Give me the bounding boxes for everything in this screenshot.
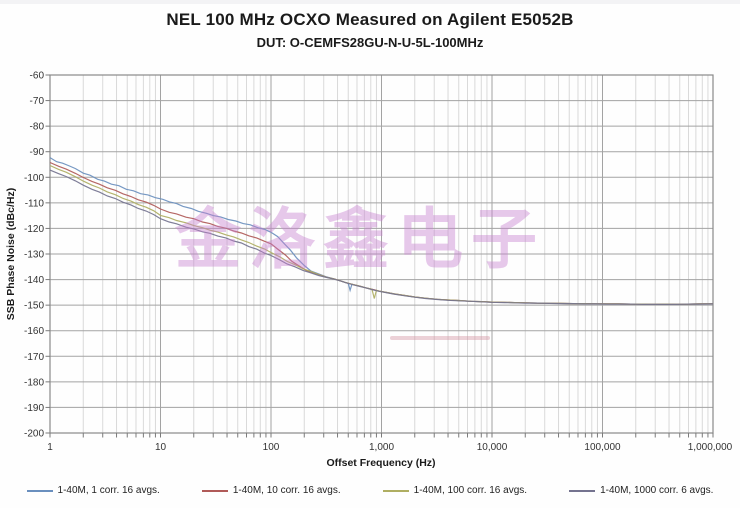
y-tick-label: -160 <box>24 326 44 337</box>
y-tick-label: -110 <box>25 198 45 209</box>
y-tick-label: -190 <box>24 403 44 414</box>
legend-item-1: 1-40M, 1 corr. 16 avgs. <box>26 485 160 496</box>
legend-label: 1-40M, 1 corr. 16 avgs. <box>57 485 160 496</box>
x-tick-label: 10,000 <box>477 442 508 453</box>
x-axis-title: Offset Frequency (Hz) <box>326 457 435 469</box>
y-tick-label: -170 <box>24 352 44 363</box>
legend-marker-purple <box>569 489 596 492</box>
axis-ticks <box>45 74 714 438</box>
watermark-artifact <box>390 336 490 340</box>
chart-legend: 1-40M, 1 corr. 16 avgs. 1-40M, 10 corr. … <box>0 485 740 496</box>
y-tick-label: -140 <box>24 275 44 286</box>
y-tick-label: -150 <box>24 301 44 312</box>
legend-item-3: 1-40M, 100 corr. 16 avgs. <box>382 485 528 496</box>
y-tick-label: -180 <box>24 377 44 388</box>
y-tick-label: -200 <box>24 429 44 440</box>
chart-title: NEL 100 MHz OCXO Measured on Agilent E50… <box>166 10 574 29</box>
top-edge-strip <box>0 0 740 4</box>
y-tick-label: -70 <box>30 96 45 107</box>
legend-marker-olive <box>382 489 409 492</box>
y-tick-label: -120 <box>24 224 44 235</box>
x-tick-label: 1,000,000 <box>688 442 733 453</box>
x-axis-tick-labels: 1 10 100 1,000 10,000 100,000 1,000,000 <box>47 442 732 453</box>
y-tick-label: -100 <box>24 173 44 184</box>
y-tick-label: -90 <box>30 147 45 158</box>
x-tick-label: 1 <box>47 442 53 453</box>
legend-marker-blue <box>26 489 53 492</box>
y-tick-label: -60 <box>30 71 45 82</box>
legend-marker-red <box>201 489 228 492</box>
legend-label: 1-40M, 10 corr. 16 avgs. <box>232 485 341 496</box>
x-tick-label: 100,000 <box>584 442 621 453</box>
x-tick-label: 100 <box>263 442 280 453</box>
y-tick-label: -80 <box>30 122 45 133</box>
x-tick-label: 10 <box>155 442 167 453</box>
watermark-text: 金洛鑫电子 <box>174 202 545 276</box>
gridlines <box>49 74 714 434</box>
legend-item-4: 1-40M, 1000 corr. 6 avgs. <box>569 485 713 496</box>
legend-label: 1-40M, 100 corr. 16 avgs. <box>413 485 528 496</box>
y-tick-label: -130 <box>24 250 44 261</box>
series-lines <box>49 157 714 306</box>
y-axis-title: SSB Phase Noise (dBc/Hz) <box>5 188 17 320</box>
y-axis-tick-labels: -60 -70 -80 -90 -100 -110 -120 -130 -140… <box>24 71 44 440</box>
series-line-4 <box>49 169 714 305</box>
x-tick-label: 1,000 <box>369 442 394 453</box>
legend-item-2: 1-40M, 10 corr. 16 avgs. <box>201 485 341 496</box>
chart-subtitle: DUT: O-CEMFS28GU-N-U-5L-100MHz <box>256 35 484 50</box>
legend-label: 1-40M, 1000 corr. 6 avgs. <box>600 485 714 496</box>
